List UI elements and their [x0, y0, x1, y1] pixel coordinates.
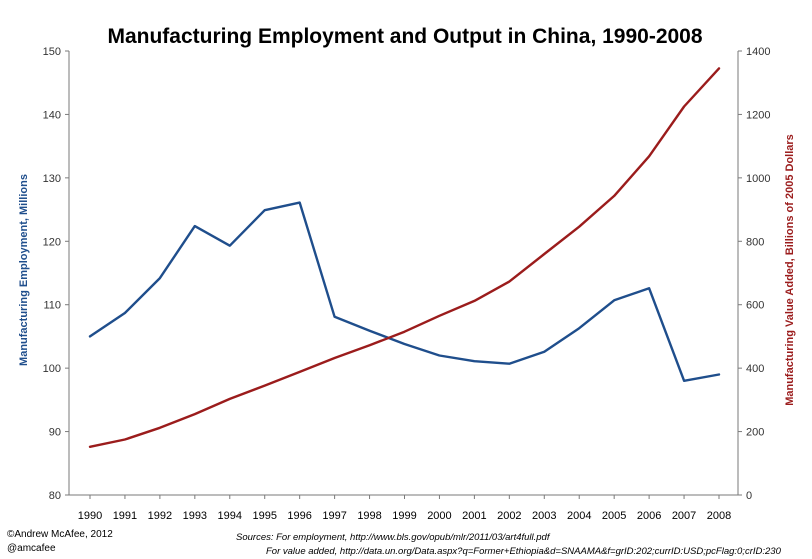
series-line-employment: [88, 201, 721, 382]
x-tick-label: 1995: [252, 510, 276, 522]
left-tick-label: 140: [43, 109, 61, 121]
right-tick-label: 1000: [746, 173, 770, 185]
x-tick-label: 1997: [322, 510, 346, 522]
right-tick-label: 800: [746, 236, 764, 248]
credit-author: ©Andrew McAfee, 2012: [7, 529, 113, 540]
x-tick-label: 2005: [602, 510, 626, 522]
right-tick-label: 1400: [746, 46, 770, 58]
x-tick-label: 2006: [637, 510, 661, 522]
x-tick-label: 2001: [462, 510, 486, 522]
x-tick-label: 1996: [287, 510, 311, 522]
left-tick-label: 100: [43, 363, 61, 375]
right-axis-ticks: 0 200 400 600 800 1000 1200 1400: [738, 46, 770, 502]
x-tick-label: 1994: [218, 510, 242, 522]
right-tick-label: 600: [746, 300, 764, 312]
plot-frame: [68, 51, 739, 496]
right-tick-label: 0: [746, 490, 752, 502]
left-tick-label: 90: [49, 427, 61, 439]
left-tick-label: 120: [43, 236, 61, 248]
left-tick-label: 80: [49, 490, 61, 502]
left-tick-label: 110: [43, 300, 61, 312]
credit-handle: @amcafee: [7, 543, 56, 554]
x-tick-label: 2002: [497, 510, 521, 522]
x-tick-label: 1998: [357, 510, 381, 522]
x-axis-ticks: 1990 1991 1992 1993 1994 1995 1996 1997 1998 1999…: [78, 495, 731, 522]
left-axis-ticks: 80 90 100 110 120 130 140 150: [43, 46, 69, 502]
x-tick-label: 2007: [672, 510, 696, 522]
left-axis-label: Manufacturing Employment, Millions: [18, 174, 30, 366]
x-tick-label: 1993: [183, 510, 207, 522]
x-tick-label: 2000: [427, 510, 451, 522]
x-tick-label: 2004: [567, 510, 591, 522]
series-line-value-added: [88, 67, 721, 448]
x-tick-label: 2003: [532, 510, 556, 522]
right-tick-label: 200: [746, 427, 764, 439]
x-tick-label: 1990: [78, 510, 102, 522]
x-tick-label: 1992: [148, 510, 172, 522]
left-tick-label: 150: [43, 46, 61, 58]
right-tick-label: 1200: [746, 109, 770, 121]
right-axis-label: Manufacturing Value Added, Billions of 2…: [784, 134, 796, 406]
series-lines: [88, 67, 721, 448]
x-tick-label: 1999: [392, 510, 416, 522]
chart-title: Manufacturing Employment and Output in C…: [107, 25, 702, 48]
source-value-added: For value added, http://data.un.org/Data…: [266, 546, 782, 557]
source-employment: Sources: For employment, http://www.bls.…: [236, 532, 551, 543]
x-tick-label: 1991: [113, 510, 137, 522]
x-tick-label: 2008: [707, 510, 731, 522]
left-tick-label: 130: [43, 173, 61, 185]
right-tick-label: 400: [746, 363, 764, 375]
